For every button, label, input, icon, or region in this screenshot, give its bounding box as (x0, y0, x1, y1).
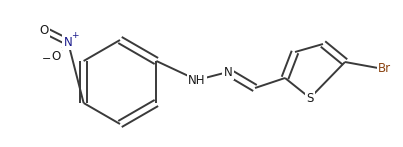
Text: N: N (224, 66, 233, 78)
Text: −: − (42, 54, 52, 64)
Text: O: O (51, 50, 60, 62)
Text: N: N (64, 35, 73, 49)
Text: +: + (71, 31, 79, 41)
Text: S: S (306, 91, 314, 105)
Text: NH: NH (188, 74, 206, 86)
Text: O: O (39, 24, 49, 36)
Text: Br: Br (378, 61, 391, 75)
